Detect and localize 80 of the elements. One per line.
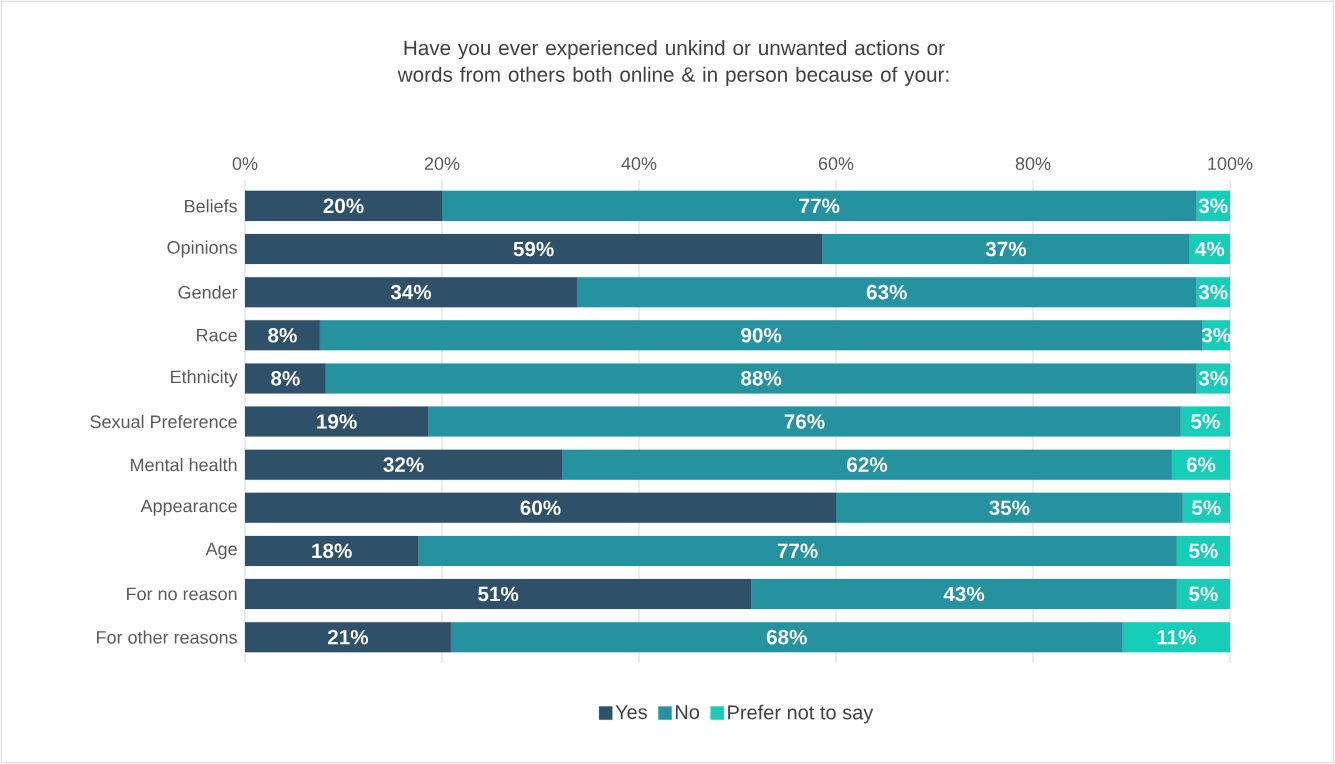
data-label: 8% xyxy=(268,327,297,343)
y-tick-label: Appearance xyxy=(140,499,237,516)
bar xyxy=(1176,535,1231,566)
bar xyxy=(1122,622,1231,653)
x-tick-label: 100% xyxy=(1208,157,1253,170)
bar xyxy=(1189,233,1231,265)
bar xyxy=(245,277,578,308)
y-tick-label: Opinions xyxy=(167,240,237,258)
data-label: 19% xyxy=(317,414,357,429)
y-tick-label: Mental health xyxy=(131,458,237,472)
bar xyxy=(576,277,1197,308)
data-label: 6% xyxy=(1186,457,1216,472)
y-tick-label: Age xyxy=(205,542,237,559)
x-tick-label: 20% xyxy=(424,157,460,170)
bar xyxy=(245,363,326,394)
data-label: 5% xyxy=(1192,500,1221,516)
bar xyxy=(562,449,1172,480)
x-tick-label: 80% xyxy=(1015,157,1051,170)
data-label: 37% xyxy=(985,241,1027,257)
data-label: 59% xyxy=(513,241,554,257)
y-tick-label: Race xyxy=(197,328,237,342)
data-label: 18% xyxy=(312,543,352,559)
data-label: 5% xyxy=(1191,414,1220,429)
data-label: 8% xyxy=(271,371,300,386)
data-label: 51% xyxy=(478,586,519,602)
data-label: 5% xyxy=(1189,586,1218,602)
bar xyxy=(418,535,1177,566)
legend-label: No xyxy=(675,705,700,720)
y-tick-label: Gender xyxy=(178,285,238,299)
y-tick-label: Ethnicity xyxy=(171,369,238,387)
data-label: 3% xyxy=(1198,371,1228,386)
data-label: 3% xyxy=(1198,198,1228,214)
data-label: 20% xyxy=(323,198,364,214)
bar xyxy=(245,622,451,653)
bar xyxy=(428,406,1181,437)
legend-label: Yes xyxy=(615,705,647,720)
data-label: 77% xyxy=(799,198,840,214)
bar xyxy=(835,492,1183,523)
x-tick-label: 60% xyxy=(818,157,854,170)
data-label: 68% xyxy=(766,629,807,645)
data-label: 63% xyxy=(866,284,907,300)
data-label: 3% xyxy=(1198,284,1228,300)
bar xyxy=(245,233,823,265)
bar xyxy=(441,190,1197,221)
y-tick-label: For no reason xyxy=(127,587,237,601)
x-tick-label: 0% xyxy=(232,157,258,170)
chart-title: Have you ever experienced unkind or unwanted actions or words from others both online & in person because of your: xyxy=(397,40,949,86)
data-label: 76% xyxy=(784,414,825,429)
data-label: 5% xyxy=(1189,543,1218,559)
data-label: 60% xyxy=(520,500,561,516)
data-label: 77% xyxy=(777,543,818,559)
bar xyxy=(1176,578,1231,610)
bar xyxy=(822,233,1190,265)
bar xyxy=(325,363,1197,394)
x-tick-label: 40% xyxy=(621,157,657,170)
data-label: 35% xyxy=(989,500,1030,516)
y-tick-label: Sexual Preference xyxy=(90,414,237,429)
bar xyxy=(319,320,1203,351)
bar xyxy=(245,535,419,566)
bar xyxy=(1171,449,1231,480)
data-label: 21% xyxy=(327,629,369,645)
data-label: 11% xyxy=(1157,629,1196,645)
legend-label: Prefer not to say xyxy=(728,704,874,724)
bar xyxy=(245,320,320,351)
data-label: 34% xyxy=(390,284,432,300)
data-label: 62% xyxy=(847,457,888,472)
data-label: 43% xyxy=(943,586,985,602)
bar xyxy=(450,622,1123,653)
bar xyxy=(751,578,1177,610)
bar xyxy=(245,492,837,523)
bar xyxy=(245,578,752,610)
bar xyxy=(245,406,429,437)
data-label: 90% xyxy=(741,327,782,343)
y-tick-label: Beliefs xyxy=(185,199,237,213)
data-label: 88% xyxy=(741,371,782,386)
data-label: 4% xyxy=(1195,241,1225,257)
bar xyxy=(245,449,563,480)
y-tick-label: For other reasons xyxy=(97,630,237,644)
bar xyxy=(245,190,443,221)
data-label: 32% xyxy=(383,457,424,472)
